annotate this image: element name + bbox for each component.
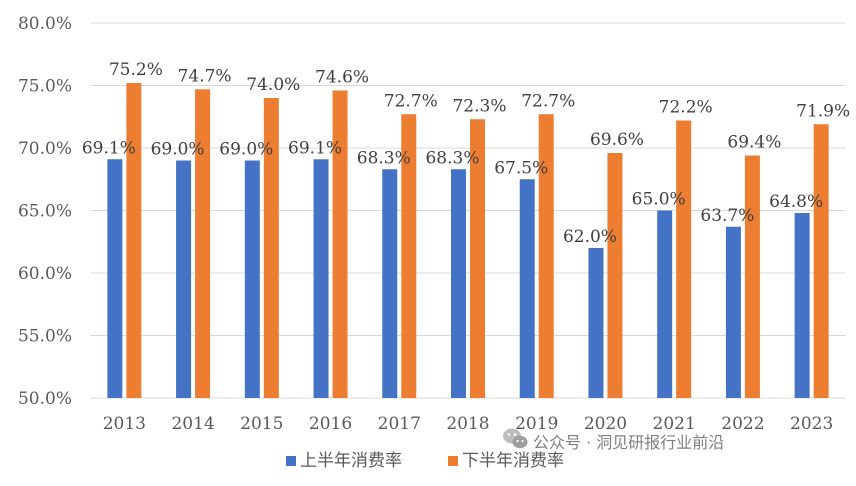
data-label-series-2: 69.6%: [590, 130, 644, 150]
x-tick-label: 2016: [309, 414, 352, 434]
y-tick-label: 70.0%: [18, 139, 72, 159]
data-label-series-1: 65.0%: [632, 190, 686, 210]
bar-series-2: [813, 124, 829, 398]
data-label-series-1: 69.0%: [151, 140, 205, 160]
x-tick-label: 2022: [721, 414, 764, 434]
bar-series-1: [382, 169, 398, 398]
x-tick-label: 2015: [240, 414, 283, 434]
data-label-series-1: 62.0%: [563, 227, 617, 247]
watermark-text: 公众号 · 洞见研报行业前沿: [533, 433, 724, 452]
data-label-series-2: 74.7%: [178, 66, 232, 86]
data-label-series-1: 64.8%: [769, 192, 823, 212]
x-tick-label: 2019: [515, 414, 558, 434]
bar-series-1: [313, 159, 329, 398]
x-axis-tick-labels: 2013 2014 2015 2016 2017 2018 2019 2020 2021 2022…: [103, 414, 834, 434]
bar-series-1: [794, 213, 810, 398]
bar-series-1: [176, 160, 192, 398]
bar-series-1: [588, 248, 604, 398]
data-label-series-2: 72.3%: [452, 96, 506, 116]
bar-series-2: [676, 120, 692, 398]
gridlines: [90, 22, 846, 399]
legend-swatch-series-2: [448, 456, 458, 466]
wechat-icon: [503, 428, 528, 449]
legend: 上半年消费率 下半年消费率: [286, 451, 564, 471]
watermark: 公众号 · 洞见研报行业前沿: [503, 428, 724, 452]
bars: [107, 83, 829, 398]
data-label-series-2: 69.4%: [727, 133, 781, 153]
bar-series-2: [744, 155, 760, 398]
data-label-series-1: 63.7%: [700, 206, 754, 226]
y-tick-label: 80.0%: [18, 14, 72, 34]
y-tick-label: 55.0%: [18, 327, 72, 347]
data-label-series-1: 67.5%: [494, 158, 548, 178]
bar-series-2: [195, 89, 211, 398]
data-label-series-2: 75.2%: [109, 60, 163, 80]
x-tick-label: 2014: [171, 414, 214, 434]
bar-series-2: [332, 90, 348, 398]
x-tick-label: 2023: [790, 414, 833, 434]
legend-label-series-1: 上半年消费率: [300, 451, 402, 471]
y-tick-label: 60.0%: [18, 264, 72, 284]
x-tick-label: 2020: [584, 414, 627, 434]
bar-series-2: [607, 153, 623, 398]
bar-series-1: [451, 169, 466, 398]
data-label-series-2: 74.6%: [315, 68, 369, 88]
data-label-series-2: 71.9%: [796, 101, 850, 121]
y-tick-label: 75.0%: [18, 77, 72, 97]
data-label-series-1: 69.1%: [82, 138, 136, 158]
legend-swatch-series-1: [286, 456, 296, 466]
data-label-series-1: 68.3%: [425, 148, 479, 168]
data-label-series-2: 74.0%: [246, 75, 300, 95]
bar-series-1: [107, 159, 123, 398]
data-label-series-1: 69.0%: [219, 140, 273, 160]
x-tick-label: 2017: [378, 414, 421, 434]
bar-series-2: [126, 83, 142, 398]
data-label-series-1: 69.1%: [288, 138, 342, 158]
data-label-series-2: 72.7%: [521, 91, 575, 111]
y-tick-label: 50.0%: [18, 389, 72, 409]
bar-series-2: [470, 119, 485, 398]
data-label-series-1: 68.3%: [357, 148, 411, 168]
data-labels: 69.1% 75.2% 69.0% 74.7% 69.0% 74.0% 69.1% 74.6%…: [82, 60, 850, 247]
data-label-series-2: 72.2%: [659, 98, 713, 118]
bar-series-1: [244, 160, 260, 398]
x-tick-label: 2018: [446, 414, 489, 434]
data-label-series-2: 72.7%: [384, 91, 438, 111]
bar-series-1: [725, 226, 741, 398]
bar-series-2: [401, 114, 417, 398]
bar-series-2: [263, 98, 279, 398]
legend-label-series-2: 下半年消费率: [462, 451, 564, 471]
x-tick-label: 2013: [103, 414, 146, 434]
y-tick-label: 65.0%: [18, 202, 72, 222]
x-tick-label: 2021: [653, 414, 696, 434]
bar-series-1: [519, 179, 535, 398]
bar-series-2: [538, 114, 554, 398]
bar-series-1: [657, 210, 673, 398]
y-axis-tick-labels: 50.0% 55.0% 60.0% 65.0% 70.0% 75.0% 80.0%: [18, 14, 72, 409]
